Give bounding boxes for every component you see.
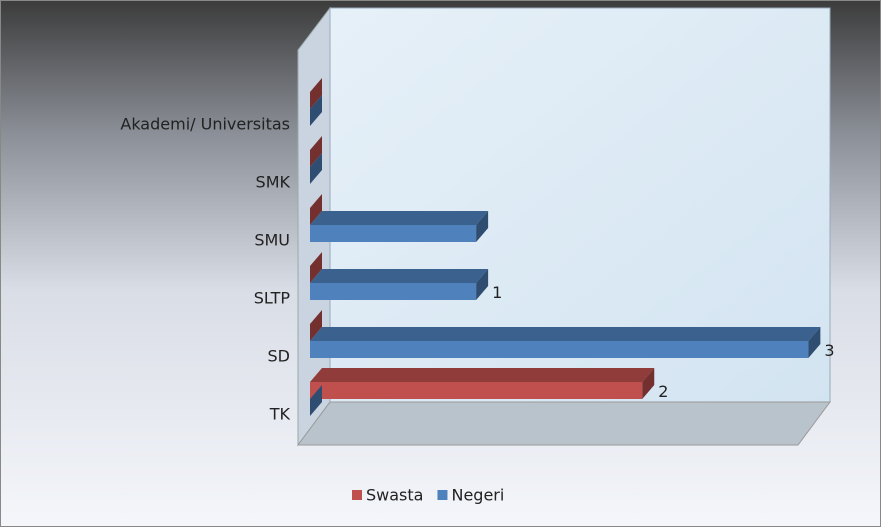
legend-label: Swasta — [366, 486, 423, 505]
bar-front — [310, 225, 477, 242]
bar — [310, 153, 322, 184]
y-tick-label: TK — [269, 405, 291, 424]
data-label: 1 — [492, 283, 502, 302]
bar — [310, 385, 322, 416]
bar-front — [310, 382, 643, 399]
data-label: 2 — [658, 382, 668, 401]
y-tick-label: SMU — [254, 231, 290, 250]
y-tick-label: SMK — [256, 173, 291, 192]
bar — [310, 327, 821, 358]
bar — [310, 78, 322, 109]
bar — [310, 252, 322, 283]
bar-top — [310, 327, 821, 341]
bar-side — [310, 95, 322, 126]
bar-side — [310, 194, 322, 225]
bar-side — [310, 252, 322, 283]
bar — [310, 269, 489, 300]
bar-side — [310, 153, 322, 184]
bar-top — [310, 368, 655, 382]
bar-front — [310, 283, 477, 300]
bar — [310, 310, 322, 341]
bar-side — [310, 78, 322, 109]
bar-side — [808, 327, 821, 358]
bar — [310, 368, 655, 399]
bar-top — [310, 211, 489, 225]
y-tick-label: SD — [268, 347, 290, 366]
legend-swatch — [352, 490, 362, 500]
bar-front — [310, 341, 809, 358]
bar-side — [310, 310, 322, 341]
bar-side — [310, 385, 322, 416]
legend-swatch — [437, 490, 448, 500]
bar-side — [476, 269, 489, 300]
y-tick-label: Akademi/ Universitas — [120, 115, 290, 134]
bar — [310, 194, 322, 225]
bar — [310, 95, 322, 126]
bar-side — [476, 211, 489, 242]
bar-side — [310, 136, 322, 167]
bar-top — [310, 269, 489, 283]
floor — [297, 401, 831, 446]
bar-side — [642, 368, 655, 399]
legend: Swasta Negeri — [352, 486, 504, 505]
y-tick-label: SLTP — [254, 289, 291, 308]
legend-label: Negeri — [451, 486, 504, 505]
bars: 0132 — [310, 78, 835, 416]
data-label: 3 — [824, 341, 834, 360]
bar — [310, 136, 322, 167]
bar — [310, 211, 489, 242]
